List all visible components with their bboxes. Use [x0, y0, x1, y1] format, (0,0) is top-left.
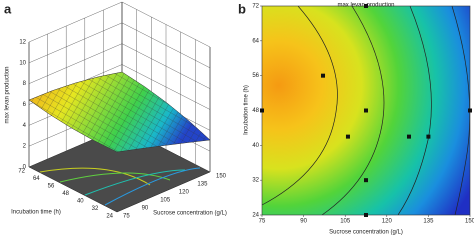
design-point [364, 213, 368, 217]
y-tick-label: 48 [252, 108, 259, 114]
y-tick-label: 32 [92, 206, 99, 212]
design-point [321, 73, 326, 78]
panel-b: b max levan production Sucrose concentra… [238, 1, 474, 235]
z-tick-label: 2 [23, 144, 27, 150]
surface-mesh [29, 72, 210, 152]
z-tick-label: 8 [23, 81, 27, 87]
x-tick-label: 120 [179, 190, 190, 196]
x-tick-label: 120 [382, 219, 393, 225]
z-axis-label: max levan production [5, 66, 11, 123]
x-tick-label: 90 [142, 206, 149, 212]
z-tick-label: 10 [19, 60, 26, 66]
x-tick-label: 75 [123, 214, 130, 220]
grid-line [28, 43, 123, 84]
design-point [406, 134, 411, 139]
y-tick-label: 24 [106, 214, 113, 220]
y-axis-label: Incubation time (h) [244, 85, 250, 135]
y-tick-label: 40 [252, 143, 259, 149]
design-point [468, 108, 472, 113]
design-point [426, 134, 431, 139]
y-tick-label: 32 [252, 178, 259, 184]
y-tick-label: 48 [62, 191, 69, 197]
panel-letter: b [238, 1, 246, 16]
x-tick-label: 105 [340, 219, 351, 225]
y-tick-label: 72 [252, 4, 259, 10]
floor-contours [39, 167, 201, 206]
contour-lines [262, 6, 470, 215]
x-tick-label: 75 [259, 219, 266, 225]
design-point [364, 4, 368, 8]
y-tick-label: 56 [252, 73, 259, 79]
grid-line [28, 22, 123, 64]
z-tick-label: 12 [19, 40, 26, 46]
grid-line [28, 1, 123, 43]
x-axis-label: Sucrose concentration (g/L) [329, 230, 403, 236]
x-tick-label: 90 [300, 219, 307, 225]
panel-a: a 02468101275901051201351502432404856647… [4, 1, 227, 219]
y-tick-label: 24 [252, 213, 259, 219]
x-tick-label: 105 [160, 198, 171, 204]
panel-letter: a [4, 1, 12, 16]
design-point [345, 134, 350, 139]
design-point [260, 108, 264, 113]
x-tick-label: 135 [423, 219, 434, 225]
y-tick-label: 64 [33, 176, 40, 182]
x-tick-label: 135 [197, 182, 208, 188]
y-tick-label: 64 [252, 38, 259, 44]
z-tick-label: 6 [23, 102, 27, 108]
z-tick-label: 0 [23, 165, 27, 171]
y-axis-label: Incubation time (h) [11, 210, 61, 216]
y-tick-label: 40 [77, 199, 84, 205]
y-tick-label: 56 [48, 184, 55, 190]
x-tick-label: 150 [216, 174, 227, 180]
x-tick-label: 150 [465, 219, 474, 225]
z-tick-label: 4 [23, 123, 27, 129]
design-point [364, 178, 368, 183]
y-tick-label: 72 [18, 169, 25, 175]
x-axis-label: Sucrose concentration (g/L) [153, 211, 227, 217]
design-point [364, 108, 368, 113]
